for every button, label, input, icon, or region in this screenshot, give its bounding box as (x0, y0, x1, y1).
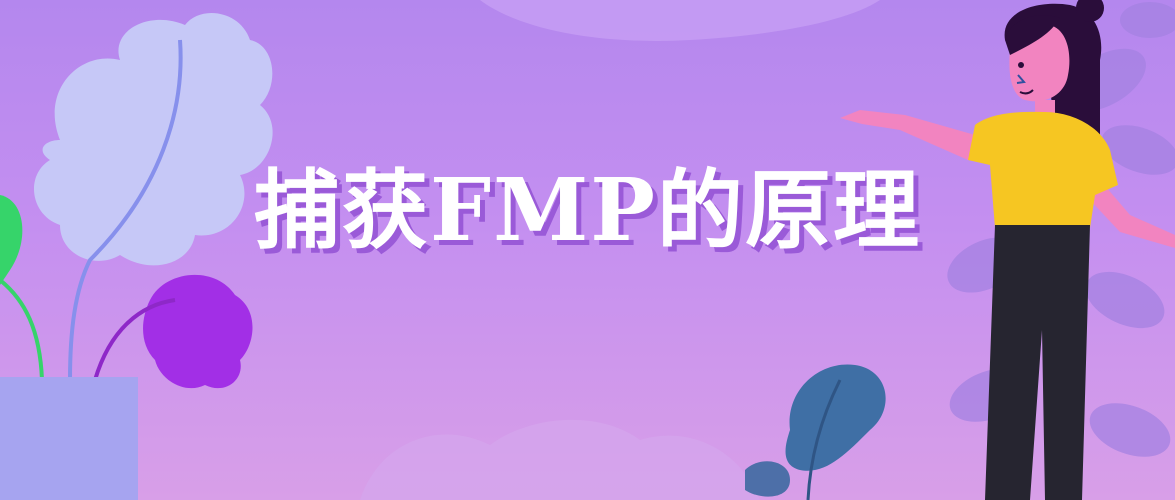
flower-pot (0, 377, 138, 500)
cloud-top (480, 0, 880, 41)
headline-title: 捕获FMP的原理 (254, 160, 921, 261)
pale-leaf-icon (33, 13, 273, 381)
blue-leaf-icon (745, 364, 886, 500)
magenta-leaf-icon (93, 274, 253, 389)
green-leaf-icon (0, 195, 44, 381)
cloud-bottom (360, 419, 760, 500)
woman-figure (840, 0, 1175, 500)
